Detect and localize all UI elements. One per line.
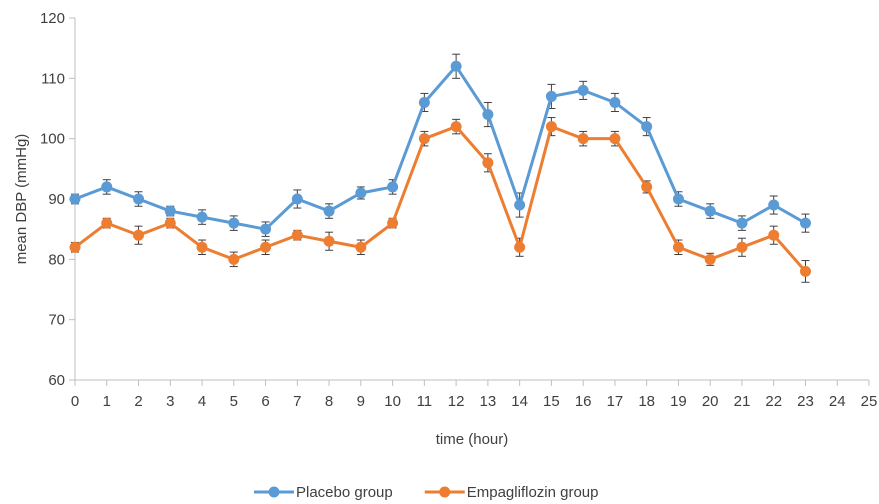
- data-point: [196, 241, 208, 253]
- series-2: [69, 117, 811, 283]
- data-point: [768, 229, 780, 241]
- x-tick-label: 14: [511, 393, 528, 410]
- y-tick-label: 70: [48, 312, 65, 329]
- x-tick-label: 4: [198, 393, 206, 410]
- data-point: [482, 109, 494, 121]
- x-tick-label: 1: [103, 393, 111, 410]
- x-tick-label: 5: [230, 393, 238, 410]
- data-point: [228, 217, 240, 229]
- data-point: [164, 205, 176, 217]
- data-point: [577, 84, 589, 96]
- x-tick-label: 21: [734, 393, 751, 410]
- chart-axes: [69, 17, 870, 386]
- y-tick-label: 60: [48, 372, 65, 389]
- x-tick-label: 19: [670, 393, 687, 410]
- data-point: [609, 133, 621, 145]
- data-point: [672, 193, 684, 205]
- data-point: [641, 121, 653, 133]
- data-point: [69, 193, 81, 205]
- x-tick-label: 25: [861, 393, 878, 410]
- data-point: [196, 211, 208, 223]
- data-point: [69, 241, 81, 253]
- y-tick-label: 100: [40, 131, 65, 148]
- series-layer: [69, 53, 811, 283]
- legend-item: Placebo group: [254, 484, 393, 501]
- data-point: [799, 217, 811, 229]
- x-tick-labels: 0 1 2 3 4 5 6 7 8 9 10 11 12 13 14 15 16 17 18 19 20 21 22 23 24…: [71, 393, 878, 410]
- x-tick-label: 22: [765, 393, 782, 410]
- data-point: [323, 235, 335, 247]
- x-tick-label: 10: [384, 393, 401, 410]
- x-tick-label: 13: [480, 393, 497, 410]
- data-point: [101, 181, 113, 193]
- legend-label: Placebo group: [296, 484, 393, 501]
- data-point: [736, 241, 748, 253]
- data-point: [291, 193, 303, 205]
- x-tick-label: 2: [134, 393, 142, 410]
- x-tick-label: 9: [357, 393, 365, 410]
- data-point: [355, 187, 367, 199]
- data-point: [418, 96, 430, 108]
- data-point: [228, 253, 240, 265]
- data-point: [577, 133, 589, 145]
- data-point: [545, 90, 557, 102]
- series-line: [74, 125, 807, 273]
- legend-swatch-marker: [268, 486, 280, 498]
- x-tick-label: 6: [261, 393, 269, 410]
- x-tick-label: 24: [829, 393, 846, 410]
- x-axis-title: time (hour): [436, 431, 509, 448]
- x-tick-label: 7: [293, 393, 301, 410]
- x-tick-label: 20: [702, 393, 719, 410]
- data-point: [672, 241, 684, 253]
- data-point: [514, 199, 526, 211]
- data-point: [291, 229, 303, 241]
- x-tick-label: 23: [797, 393, 814, 410]
- data-point: [387, 181, 399, 193]
- x-tick-label: 8: [325, 393, 333, 410]
- data-point: [545, 121, 557, 133]
- y-tick-label: 120: [40, 10, 65, 27]
- y-tick-label: 90: [48, 191, 65, 208]
- data-point: [450, 121, 462, 133]
- data-point: [101, 217, 113, 229]
- data-point: [799, 265, 811, 277]
- data-point: [482, 157, 494, 169]
- data-point: [609, 96, 621, 108]
- data-point: [355, 241, 367, 253]
- data-point: [418, 133, 430, 145]
- data-point: [641, 181, 653, 193]
- data-point: [514, 241, 526, 253]
- data-point: [260, 223, 272, 235]
- x-tick-label: 11: [417, 393, 433, 410]
- data-point: [260, 241, 272, 253]
- legend-label: Empagliflozin group: [467, 484, 599, 501]
- data-point: [387, 217, 399, 229]
- legend-item: Empagliflozin group: [424, 484, 599, 501]
- x-tick-label: 17: [607, 393, 624, 410]
- data-point: [450, 60, 462, 72]
- data-point: [323, 205, 335, 217]
- y-axis-title: mean DBP (mmHg): [13, 134, 30, 265]
- series-line: [74, 64, 807, 231]
- data-point: [133, 229, 145, 241]
- data-point: [704, 205, 716, 217]
- legend: Placebo group Empagliflozin group: [254, 484, 599, 501]
- x-tick-label: 15: [543, 393, 560, 410]
- legend-swatch-marker: [439, 486, 451, 498]
- data-point: [133, 193, 145, 205]
- data-point: [164, 217, 176, 229]
- x-tick-label: 12: [448, 393, 465, 410]
- x-tick-label: 3: [166, 393, 174, 410]
- x-tick-label: 16: [575, 393, 592, 410]
- x-tick-label: 18: [638, 393, 655, 410]
- y-tick-label: 80: [48, 251, 65, 268]
- y-tick-labels: 60 70 80 90 100 110 120: [40, 10, 65, 389]
- x-tick-label: 0: [71, 393, 79, 410]
- data-point: [768, 199, 780, 211]
- data-point: [704, 253, 716, 265]
- data-point: [736, 217, 748, 229]
- series-1: [69, 53, 811, 237]
- y-tick-label: 110: [41, 70, 65, 87]
